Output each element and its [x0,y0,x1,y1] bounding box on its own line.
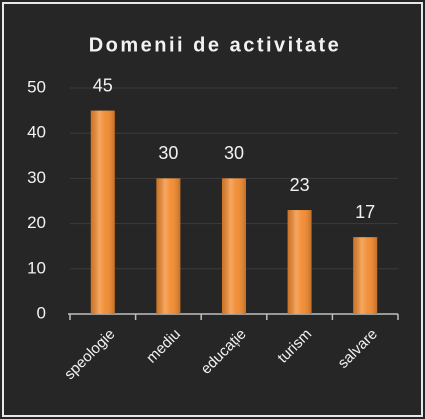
bar-shine [156,178,181,314]
y-tick-label: 10 [27,258,46,277]
data-label: 30 [224,143,244,163]
y-tick-label: 40 [27,123,46,142]
bar-shine [353,237,378,314]
bar-shine [287,210,312,314]
chart-title: Domenii de activitate [89,34,342,56]
data-label: 45 [93,75,113,95]
data-label: 30 [158,143,178,163]
y-tick-label: 30 [27,168,46,187]
y-tick-label: 20 [27,213,46,232]
y-tick-label: 50 [27,77,46,96]
bar-shine [90,110,115,314]
y-tick-label: 0 [37,303,46,322]
data-label: 17 [355,202,375,222]
bar-shine [222,178,246,314]
data-label: 23 [290,175,310,195]
